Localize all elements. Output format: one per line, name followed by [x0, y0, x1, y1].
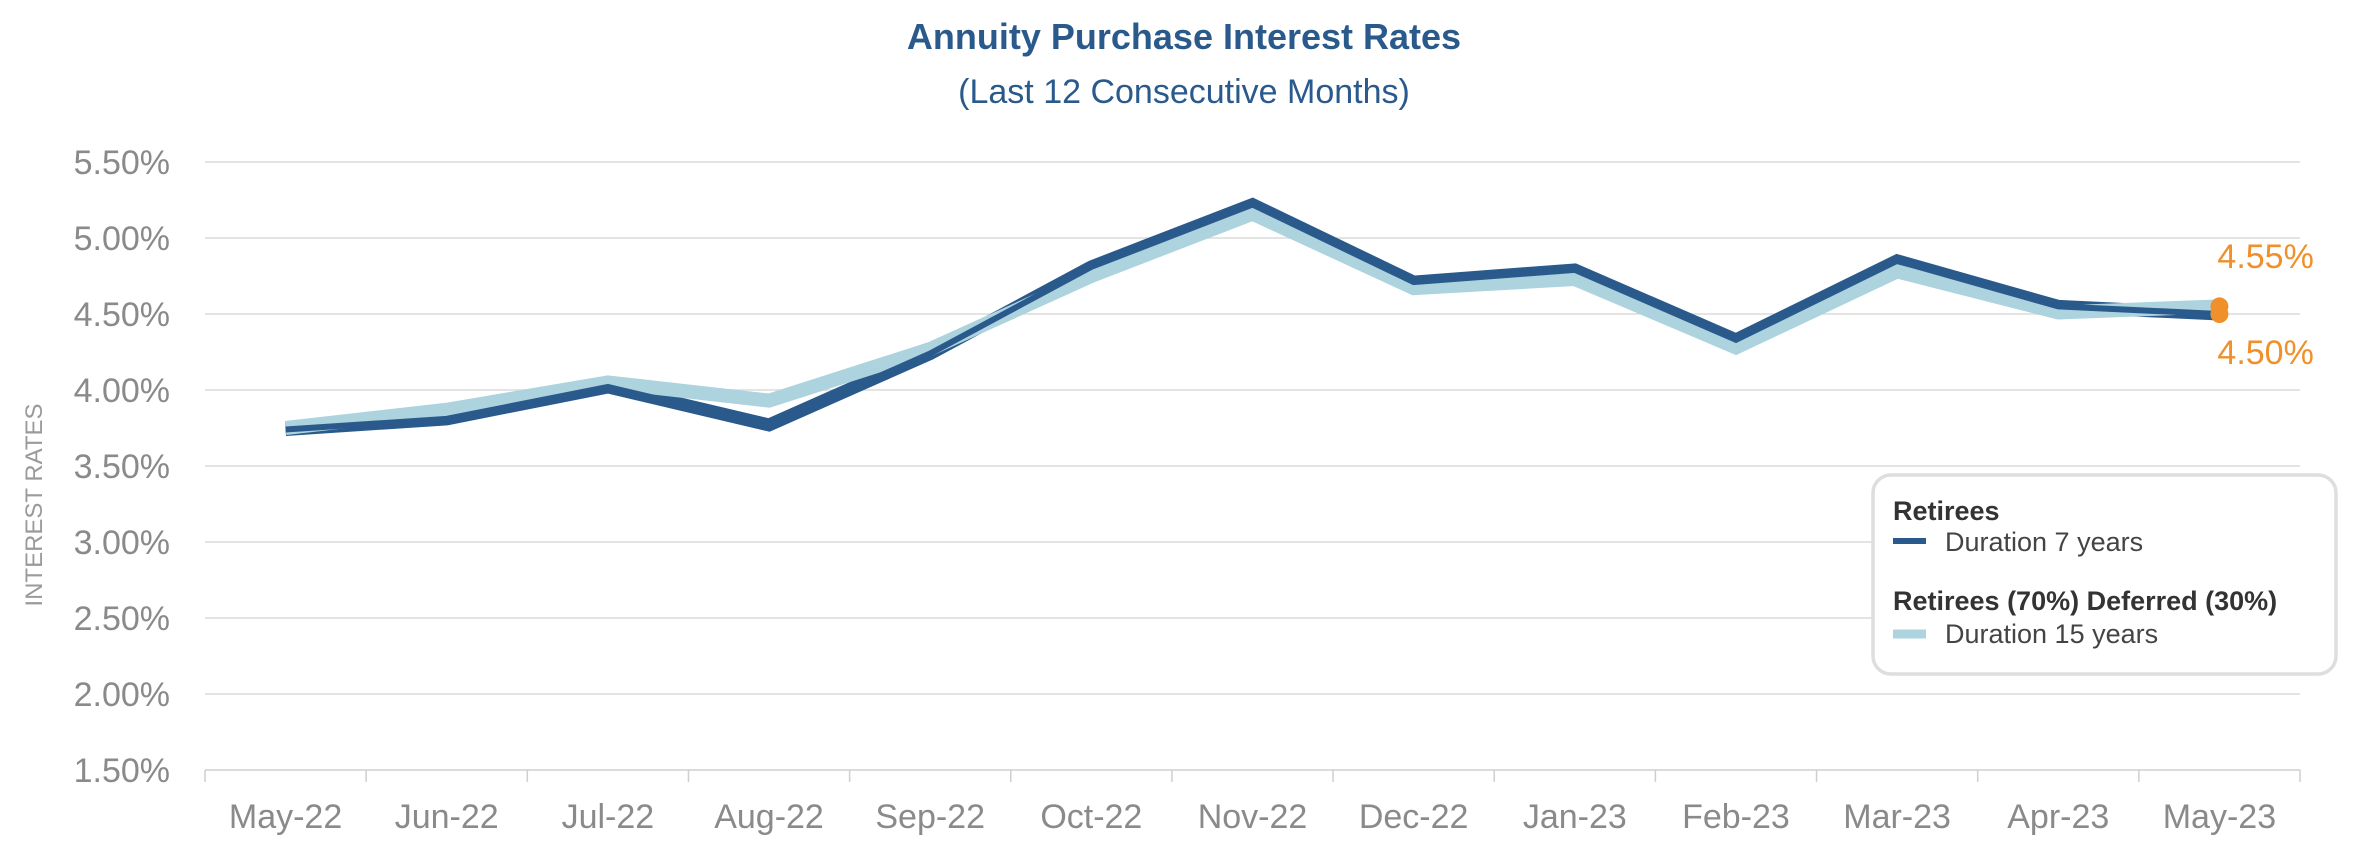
y-tick-label: 2.00% — [74, 676, 170, 714]
x-tick-label: Feb-23 — [1682, 798, 1790, 836]
annotation-label: 4.50% — [2217, 334, 2313, 372]
y-axis-ticks: 1.50% 2.00% 2.50% 3.00% 3.50% 4.00% 4.50% 5.00%… — [74, 144, 170, 790]
y-tick-label: 4.50% — [74, 296, 170, 334]
x-tick-label: Apr-23 — [2007, 798, 2109, 836]
annotations: 4.55% 4.50% — [2210, 238, 2313, 372]
y-tick-label: 3.00% — [74, 524, 170, 562]
x-tick-label: Jan-23 — [1523, 798, 1627, 836]
x-tick-label: May-22 — [229, 798, 342, 836]
x-tick-label: May-23 — [2163, 798, 2276, 836]
gridlines — [205, 162, 2300, 770]
chart-subtitle: (Last 12 Consecutive Months) — [958, 73, 1410, 111]
x-tick-label: Nov-22 — [1198, 798, 1308, 836]
x-tick-label: Aug-22 — [714, 798, 824, 836]
annotation-marker — [2210, 305, 2228, 323]
y-tick-label: 5.50% — [74, 144, 170, 182]
legend-group-1: Retirees — [1893, 496, 2000, 526]
x-tick-label: Sep-22 — [875, 798, 985, 836]
y-tick-label: 1.50% — [74, 752, 170, 790]
x-tick-label: Dec-22 — [1359, 798, 1469, 836]
annotation-label: 4.55% — [2217, 238, 2313, 276]
x-tick-label: Oct-22 — [1040, 798, 1142, 836]
legend-label-duration-15: Duration 15 years — [1945, 619, 2158, 649]
y-tick-label: 3.50% — [74, 448, 170, 486]
legend: Retirees Duration 7 years Retirees (70%)… — [1873, 475, 2336, 674]
x-tick-label: Jul-22 — [562, 798, 655, 836]
chart-title: Annuity Purchase Interest Rates — [907, 16, 1461, 57]
x-tick-label: Mar-23 — [1843, 798, 1951, 836]
y-axis-label: INTEREST RATES — [21, 403, 48, 606]
y-tick-label: 4.00% — [74, 372, 170, 410]
x-tick-label: Jun-22 — [395, 798, 499, 836]
legend-group-2: Retirees (70%) Deferred (30%) — [1893, 586, 2277, 616]
legend-label-duration-7: Duration 7 years — [1945, 527, 2143, 557]
x-axis-ticks: May-22 Jun-22 Jul-22 Aug-22 Sep-22 Oct-22 Nov-… — [205, 770, 2300, 836]
y-tick-label: 5.00% — [74, 220, 170, 258]
y-tick-label: 2.50% — [74, 600, 170, 638]
